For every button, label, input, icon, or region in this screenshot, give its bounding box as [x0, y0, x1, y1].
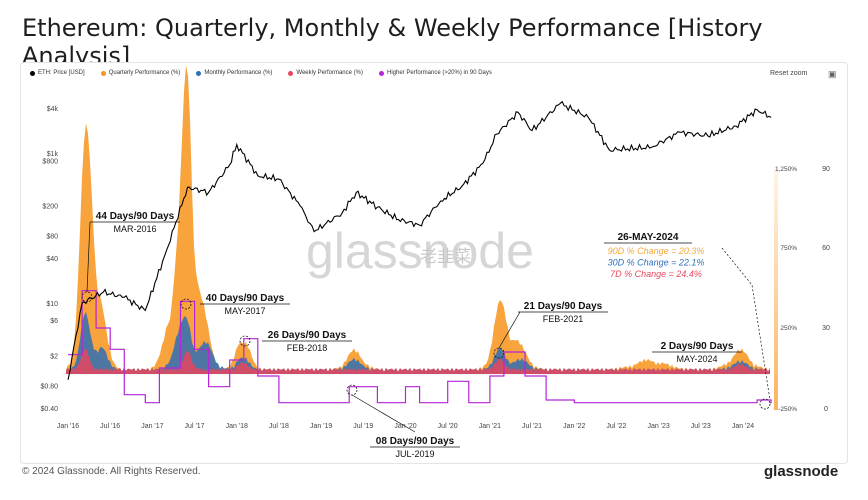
x-axis-tick-label: Jul '23	[691, 423, 711, 430]
annotation-date: MAR-2016	[113, 224, 156, 234]
legend-dot-icon	[288, 70, 294, 76]
legend-label: ETH: Price [USD]	[38, 70, 85, 76]
x-axis-tick-label: Jan '23	[647, 423, 669, 430]
annotation-date: FEB-2021	[543, 314, 584, 324]
chart-card	[20, 62, 848, 464]
annotation-marker	[180, 298, 192, 310]
x-axis-tick-label: Jan '17	[141, 423, 163, 430]
monthly-performance-area	[66, 311, 770, 374]
annotation-label: 08 Days/90 Days	[376, 436, 455, 447]
annotation-date: MAY-2017	[224, 306, 265, 316]
days-axis-tick-label: 30	[822, 325, 830, 332]
x-axis-tick-label: Jan '19	[310, 423, 332, 430]
weekly-performance-area	[66, 348, 770, 374]
y-axis-tick-label: $0.40	[40, 406, 58, 413]
annotation-label: 2 Days/90 Days	[661, 341, 734, 352]
chart-title: Ethereum: Quarterly, Monthly & Weekly Pe…	[22, 14, 763, 70]
watermark-social: 老韭菜	[420, 247, 471, 266]
annotation-date: FEB-2018	[287, 343, 328, 353]
callout-leader	[721, 247, 771, 401]
y-axis-tick-label: $80	[46, 233, 58, 240]
annotation-marker	[239, 335, 251, 347]
annotation-leader	[498, 311, 521, 349]
copyright: © 2024 Glassnode. All Rights Reserved.	[22, 466, 201, 477]
x-axis-tick-label: Jan '24	[732, 423, 754, 430]
y-axis-tick-label: $0.80	[40, 383, 58, 390]
annotation-label: 26 Days/90 Days	[268, 330, 347, 341]
annotation-label: 40 Days/90 Days	[206, 293, 285, 304]
y-axis-tick-label: $2	[50, 354, 58, 361]
pct-axis-tick-label: 750%	[780, 245, 797, 252]
annotation-date: JUL-2019	[395, 449, 434, 459]
days-axis-tick-label: 0	[824, 406, 828, 413]
callout-line: 7D % Change = 24.4%	[610, 269, 702, 279]
legend-item-weekly[interactable]: Weekly Performance (%)	[288, 70, 363, 76]
x-axis-tick-label: Jan '16	[57, 423, 79, 430]
y-axis-tick-label: $10	[46, 301, 58, 308]
annotation-leader	[351, 394, 416, 433]
y-axis-tick-label: $1k	[47, 151, 59, 158]
pct-axis-tick-label: 1,250%	[775, 166, 797, 173]
days-axis-tick-label: 90	[822, 166, 830, 173]
y-axis-tick-label: $200	[42, 204, 58, 211]
camera-icon[interactable]: ▣	[828, 69, 837, 79]
x-axis-tick-label: Jul '20	[438, 423, 458, 430]
legend-item-quarterly[interactable]: Quarterly Performance (%)	[100, 70, 181, 76]
x-axis-tick-label: Jan '18	[226, 423, 248, 430]
eth-price-line	[67, 100, 772, 380]
y-axis-tick-label: $40	[46, 256, 58, 263]
legend-dot-icon	[196, 70, 202, 76]
x-axis-tick-label: Jan '21	[479, 423, 501, 430]
annotation-date: MAY-2024	[676, 354, 717, 364]
x-axis-tick-label: Jul '21	[522, 423, 542, 430]
legend-dot-icon	[100, 70, 106, 76]
watermark: glassnode	[306, 223, 534, 279]
y-axis-tick-label: $800	[42, 158, 58, 165]
legend-dot-icon	[30, 70, 35, 76]
annotation-leader	[86, 221, 91, 293]
higher-performance-line	[68, 290, 772, 404]
x-axis-tick-label: Jul '22	[606, 423, 626, 430]
pct-axis-tick-label: 250%	[780, 325, 797, 332]
legend-item-higher-performance[interactable]: Higher Performance (>20%) in 90 Days	[378, 70, 492, 76]
legend: ETH: Price [USD] Quarterly Performance (…	[30, 70, 492, 76]
legend-label: Weekly Performance (%)	[296, 70, 363, 76]
days-axis-tick-label: 60	[822, 245, 830, 252]
x-axis-tick-label: Jul '16	[100, 423, 120, 430]
legend-label: Monthly Performance (%)	[204, 70, 273, 76]
x-axis-tick-label: Jul '18	[269, 423, 289, 430]
legend-label: Quarterly Performance (%)	[108, 70, 181, 76]
brand-logo: glassnode	[764, 463, 839, 480]
pct-axis-bar	[774, 170, 778, 410]
reset-zoom-button[interactable]: Reset zoom	[770, 70, 808, 77]
callout-line: 30D % Change = 22.1%	[608, 258, 705, 268]
pct-axis-tick-label: -250%	[778, 406, 797, 413]
legend-label: Higher Performance (>20%) in 90 Days	[386, 70, 492, 76]
x-axis-tick-label: Jan '22	[563, 423, 585, 430]
annotation-label: 21 Days/90 Days	[524, 301, 603, 312]
legend-item-monthly[interactable]: Monthly Performance (%)	[196, 70, 272, 76]
legend-dot-icon	[378, 70, 384, 76]
legend-item-price[interactable]: ETH: Price [USD]	[30, 70, 85, 76]
y-axis-tick-label: $4k	[47, 106, 59, 113]
x-axis-tick-label: Jul '19	[353, 423, 373, 430]
y-axis-tick-label: $6	[50, 318, 58, 325]
callout-line: 90D % Change = 20.3%	[608, 246, 705, 256]
x-axis-tick-label: Jul '17	[185, 423, 205, 430]
annotation-marker	[759, 398, 771, 410]
callout-title: 26-MAY-2024	[618, 232, 679, 243]
annotation-label: 44 Days/90 Days	[96, 211, 175, 222]
